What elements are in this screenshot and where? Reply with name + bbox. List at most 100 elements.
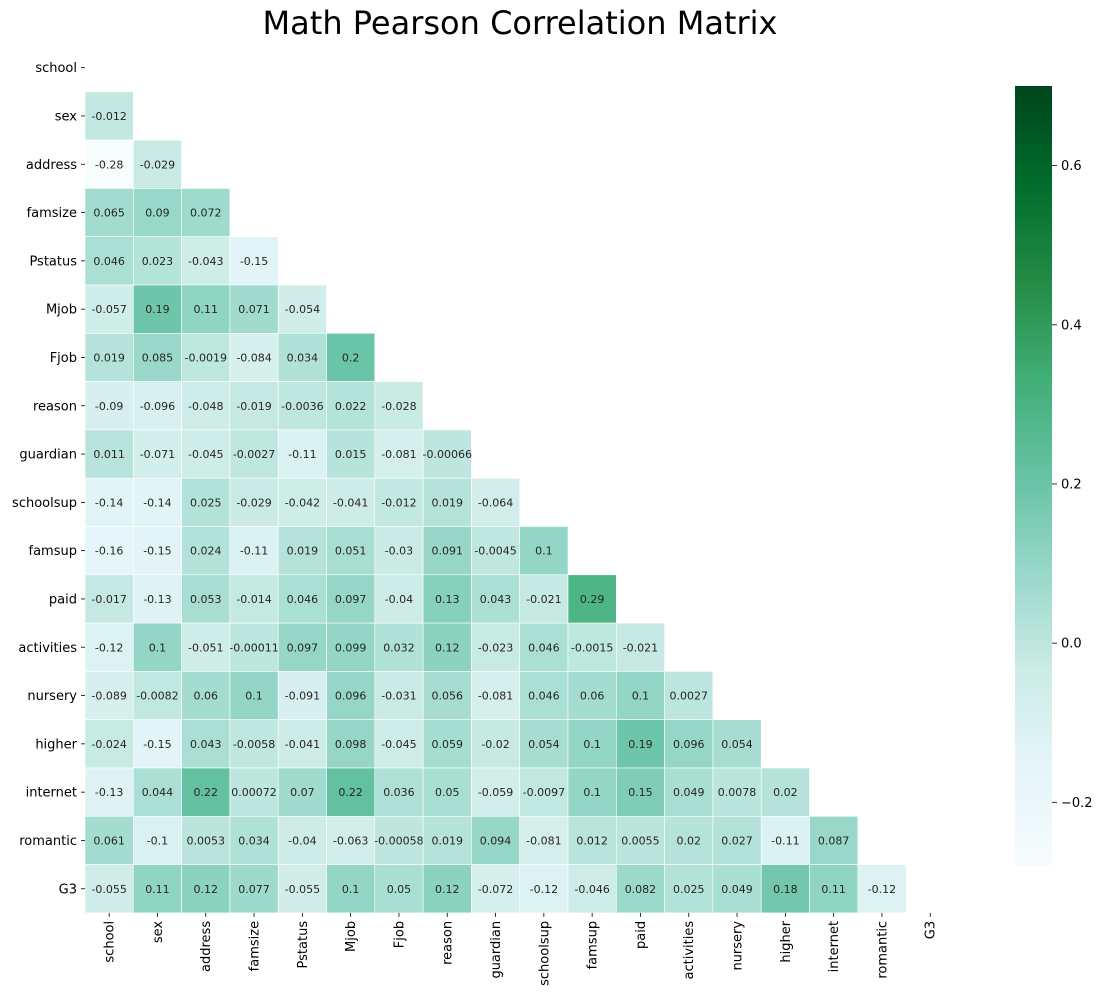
heatmap-cell [760,864,810,914]
heatmap-cell [277,815,327,865]
heatmap-cell [181,864,231,914]
heatmap-cell [326,526,376,576]
heatmap-cell [326,477,376,527]
cell-value-label: 0.019 [287,545,319,558]
cell-value-label: -0.0058 [233,738,275,751]
heatmap-cell [471,815,520,865]
heatmap-cell [133,332,182,382]
cell-value-label: -0.072 [478,883,513,896]
heatmap-cell [181,429,231,479]
cell-value-label: 0.11 [194,303,219,316]
heatmap-cell [229,236,279,286]
cell-value-label: -0.15 [143,738,171,751]
heatmap-cell [374,429,424,479]
cell-value-label: 0.12 [435,883,460,896]
heatmap-cell [181,332,231,382]
cell-value-label: -0.041 [285,738,320,751]
cell-value-label: -0.059 [478,786,513,799]
cell-value-label: 0.053 [190,593,222,606]
row-labels: school sex address famsize Pstatus Mjob Fjob re… [12,61,85,897]
heatmap-cell [471,574,520,624]
cell-value-label: 0.072 [190,207,222,220]
cell-value-label: -0.0027 [233,448,275,461]
heatmap-cell [277,284,327,334]
cell-value-label: -0.0082 [136,690,178,703]
heatmap-cell [374,767,424,817]
cell-value-label: -0.0045 [474,545,516,558]
x-tick-label: nursery [731,921,746,971]
x-tick-label: school [103,921,118,963]
y-tick-label: sex [55,109,78,124]
cell-value-label: 0.19 [628,738,653,751]
heatmap-cell [326,815,376,865]
heatmap-cell [760,815,810,865]
x-tick-label: famsize [248,921,263,971]
cell-value-label: 0.091 [432,545,464,558]
cell-value-label: -0.081 [526,834,561,847]
y-tick-label: paid [49,592,77,607]
heatmap-cell [374,864,424,914]
heatmap-cell [84,574,134,624]
heatmap-cell [181,622,231,672]
heatmap-cell [857,864,907,914]
cell-value-label: 0.1 [149,641,167,654]
heatmap-cell [422,767,472,817]
cell-value-label: 0.0055 [621,834,660,847]
cell-value-label: 0.05 [435,786,460,799]
heatmap-cell [84,526,134,576]
cell-value-label: 0.015 [335,448,367,461]
cell-value-label: 0.019 [432,834,464,847]
heatmap-cell [422,429,472,479]
cell-value-label: 0.054 [721,738,753,751]
cell-value-label: -0.017 [91,593,126,606]
heatmap-cell [229,671,279,721]
y-tick-label: nursery [27,689,77,704]
cell-value-label: -0.063 [333,834,368,847]
heatmap-cell [567,671,617,721]
cell-value-label: 0.059 [432,738,464,751]
colorbar-tick-label: 0.6 [1061,159,1082,174]
heatmap-cell [84,622,134,672]
cell-value-label: -0.11 [240,545,268,558]
cell-value-label: -0.15 [240,255,268,268]
cell-value-label: 0.051 [335,545,367,558]
heatmap-cell [422,526,472,576]
heatmap-cell [615,864,665,914]
cell-value-label: -0.051 [188,641,223,654]
cell-value-label: 0.046 [528,690,560,703]
cell-value-label: 0.034 [238,834,270,847]
heatmap-cell [471,864,520,914]
heatmap-cell [181,719,231,769]
heatmap-cell [84,188,134,237]
cell-value-label: -0.054 [285,303,320,316]
cell-value-label: 0.085 [142,351,174,364]
heatmap-cell [567,622,617,672]
heatmap-cell [712,815,762,865]
cell-value-label: -0.15 [143,545,171,558]
y-tick-label: G3 [59,882,77,897]
cell-value-label: 0.1 [342,883,360,896]
cell-value-label: -0.045 [188,448,223,461]
heatmap-cell [471,671,520,721]
cell-value-label: 0.096 [673,738,705,751]
y-tick-label: activities [18,641,77,656]
heatmap-cell [84,139,134,189]
cell-value-label: 0.023 [142,255,174,268]
cell-value-label: 0.07 [290,786,315,799]
heatmap-cell [229,526,279,576]
cell-value-label: 0.087 [818,834,850,847]
heatmap-cell [133,284,182,334]
heatmap-cell [84,671,134,721]
cell-value-label: -0.12 [95,641,123,654]
cell-value-label: -0.1 [147,834,168,847]
cell-value-label: 0.046 [287,593,319,606]
cell-value-label: 0.22 [338,786,363,799]
heatmap-cell [567,815,617,865]
x-tick-label: Mjob [344,921,359,952]
heatmap-cell [519,864,569,914]
heatmap-cell [374,719,424,769]
cell-value-label: 0.00072 [231,786,277,799]
cell-value-label: 0.024 [190,545,222,558]
heatmap-cell [326,622,376,672]
x-tick-label: activities [682,921,697,980]
